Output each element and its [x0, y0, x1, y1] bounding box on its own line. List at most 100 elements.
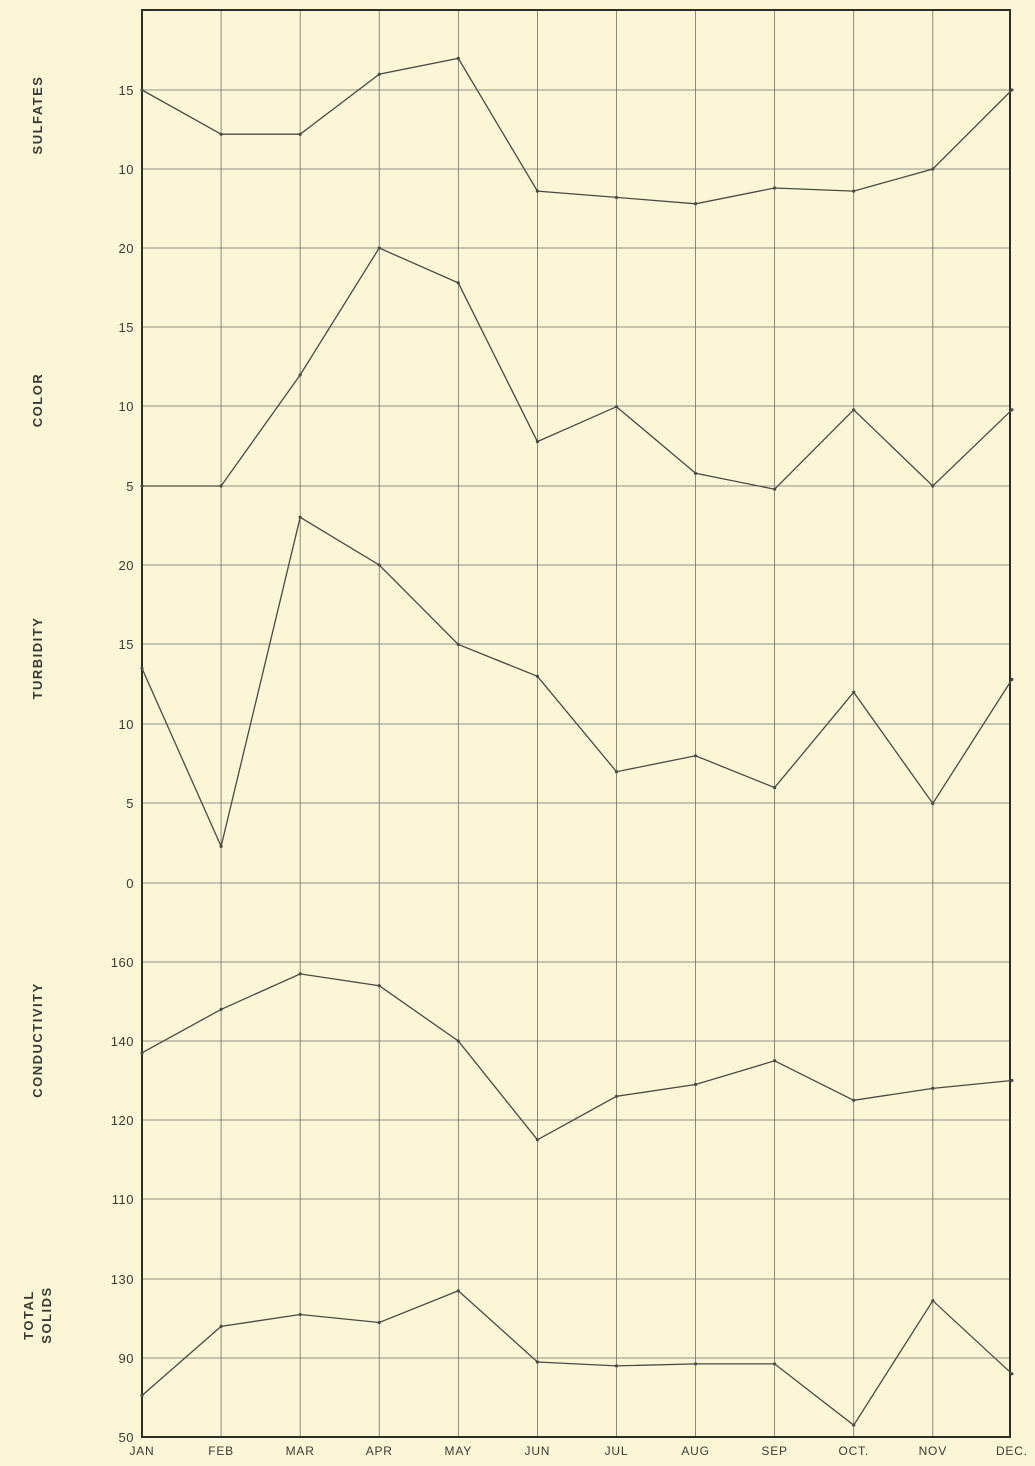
data-point-total-solids: [1010, 1372, 1014, 1376]
x-tick-label: SEP: [761, 1444, 787, 1458]
series-line-conductivity: [141, 973, 1012, 1141]
y-tick-label: 5: [126, 479, 134, 494]
data-point-sulfates: [377, 72, 381, 76]
data-point-color: [456, 281, 460, 285]
data-point-color: [931, 484, 935, 488]
data-point-sulfates: [693, 202, 698, 206]
data-point-sulfates: [535, 189, 540, 193]
data-point-total-solids: [140, 1393, 144, 1398]
data-point-turbidity: [614, 770, 619, 774]
y-tick-label: 120: [111, 1113, 134, 1128]
data-point-sulfates: [298, 132, 302, 136]
series-line-sulfates: [141, 57, 1013, 205]
panel-label-total-solids: SOLIDS: [39, 1286, 54, 1343]
y-tick-label: 130: [111, 1272, 134, 1287]
panel-label-conductivity: CONDUCTIVITY: [30, 982, 45, 1098]
y-tick-label: 90: [119, 1351, 134, 1366]
data-point-sulfates: [931, 167, 935, 171]
data-point-sulfates: [852, 189, 856, 193]
data-point-turbidity: [535, 674, 540, 678]
x-tick-label: MAY: [445, 1444, 473, 1458]
data-point-color: [773, 487, 777, 491]
data-point-sulfates: [456, 56, 460, 61]
series-line-turbidity: [141, 516, 1013, 849]
data-point-total-solids: [377, 1320, 381, 1325]
x-tick-label: JUN: [525, 1444, 551, 1458]
data-point-total-solids: [693, 1362, 698, 1366]
y-tick-label: 10: [119, 399, 134, 414]
data-point-turbidity: [931, 801, 935, 806]
y-tick-label: 5: [126, 796, 134, 811]
data-point-color: [852, 408, 856, 412]
panel-label-total-solids: TOTAL: [21, 1290, 36, 1340]
data-point-turbidity: [456, 642, 460, 647]
data-point-sulfates: [614, 195, 619, 200]
x-tick-label: AUG: [681, 1444, 709, 1458]
data-point-conductivity: [614, 1094, 619, 1098]
data-point-conductivity: [219, 1007, 223, 1012]
data-point-conductivity: [298, 972, 302, 976]
data-point-sulfates: [140, 88, 144, 92]
x-tick-label: MAR: [286, 1444, 315, 1458]
y-tick-label: 10: [119, 717, 134, 732]
x-tick-label: JUL: [605, 1444, 629, 1458]
data-point-conductivity: [140, 1051, 144, 1055]
data-point-total-solids: [852, 1423, 856, 1427]
data-point-color: [614, 405, 619, 409]
y-tick-label: 160: [111, 955, 134, 970]
x-tick-label: FEB: [208, 1444, 234, 1458]
data-point-conductivity: [456, 1039, 460, 1043]
x-tick-label: APR: [366, 1444, 393, 1458]
x-tick-label: OCT.: [838, 1444, 869, 1458]
data-point-turbidity: [693, 754, 698, 758]
data-point-turbidity: [1010, 677, 1014, 682]
data-point-turbidity: [852, 690, 856, 694]
data-point-turbidity: [298, 515, 302, 519]
data-point-color: [140, 484, 144, 488]
data-point-conductivity: [852, 1098, 856, 1102]
data-point-turbidity: [773, 786, 777, 790]
y-tick-label: 15: [119, 83, 134, 98]
data-point-conductivity: [931, 1086, 935, 1090]
y-tick-label: 110: [112, 1192, 134, 1207]
data-point-total-solids: [456, 1289, 460, 1293]
data-point-color: [1010, 408, 1014, 412]
data-point-total-solids: [773, 1362, 777, 1366]
y-tick-label: 0: [126, 876, 134, 891]
data-point-color: [219, 484, 223, 488]
x-tick-label: JAN: [129, 1444, 154, 1458]
data-point-sulfates: [773, 186, 777, 190]
y-tick-label: 50: [119, 1430, 134, 1445]
data-point-turbidity: [140, 666, 144, 670]
data-point-turbidity: [377, 563, 381, 567]
data-point-conductivity: [1010, 1078, 1014, 1083]
data-point-total-solids: [614, 1364, 619, 1368]
series-line-total-solids: [141, 1290, 1013, 1427]
data-point-sulfates: [1010, 88, 1014, 92]
series-line-color: [142, 247, 1013, 490]
panel-label-turbidity: TURBIDITY: [30, 617, 45, 700]
data-point-conductivity: [693, 1082, 698, 1087]
data-point-color: [377, 246, 381, 250]
data-point-total-solids: [535, 1360, 540, 1364]
data-point-color: [298, 373, 302, 377]
x-tick-label: NOV: [919, 1444, 947, 1458]
data-point-color: [693, 471, 698, 475]
data-point-conductivity: [377, 984, 381, 988]
y-tick-label: 15: [119, 637, 134, 652]
x-tick-label: DEC.: [996, 1444, 1028, 1458]
data-point-turbidity: [219, 844, 223, 849]
data-point-total-solids: [931, 1299, 935, 1303]
data-point-total-solids: [219, 1324, 223, 1328]
data-point-total-solids: [298, 1312, 302, 1317]
y-tick-label: 20: [119, 558, 134, 573]
y-tick-label: 140: [111, 1034, 134, 1049]
y-tick-label: 10: [119, 162, 134, 177]
y-tick-label: 15: [119, 320, 134, 335]
data-point-conductivity: [773, 1059, 777, 1063]
data-point-color: [535, 439, 540, 444]
panel-label-color: COLOR: [30, 373, 45, 427]
plot-frame: [141, 9, 1011, 1438]
